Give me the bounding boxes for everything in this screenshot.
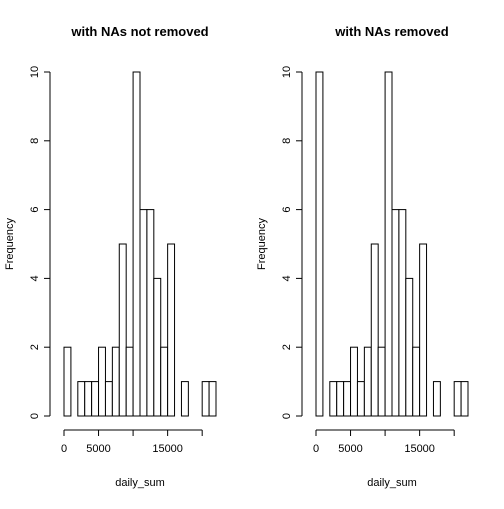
histogram-bar xyxy=(201,381,210,417)
x-axis: 0 5000 15000 xyxy=(313,429,455,455)
y-tick-label: 10 xyxy=(29,66,41,78)
histogram-bar xyxy=(432,381,441,417)
histogram-bar xyxy=(125,346,134,417)
histogram-bar xyxy=(139,209,148,417)
x-axis: 0 5000 15000 xyxy=(61,429,203,455)
histogram-bar xyxy=(98,346,106,417)
y-tick-label: 6 xyxy=(29,207,41,213)
histogram-bar xyxy=(391,209,400,417)
y-tick-label: 0 xyxy=(29,413,41,419)
histogram-bar xyxy=(350,346,358,417)
histogram-bar xyxy=(356,381,365,417)
histogram-bar xyxy=(460,381,469,417)
y-tick-label: 8 xyxy=(29,138,41,144)
histogram-bar xyxy=(180,381,189,417)
histogram-bar xyxy=(63,346,72,417)
x-tick-label: 15000 xyxy=(404,443,435,455)
histogram-panel-right: with NAs removed daily_sum Frequency 0 50… xyxy=(256,24,469,489)
histogram-bar xyxy=(146,209,155,417)
histogram-bar xyxy=(104,381,113,417)
histogram-bar xyxy=(315,71,324,417)
x-tick-label: 15000 xyxy=(152,443,183,455)
y-tick-label: 6 xyxy=(281,207,293,213)
y-tick-label: 2 xyxy=(29,344,41,350)
y-axis: 0 2 4 6 8 10 xyxy=(29,66,51,419)
x-tick-label: 0 xyxy=(61,443,67,455)
y-tick-label: 4 xyxy=(29,275,41,281)
histogram-bar xyxy=(412,346,421,417)
histogram-bar xyxy=(370,243,379,417)
histogram-bar xyxy=(153,277,162,417)
y-axis-label: Frequency xyxy=(256,218,268,270)
histogram-bar xyxy=(363,346,372,417)
histogram-bar xyxy=(405,277,414,417)
histogram-bar xyxy=(77,381,86,417)
chart-title: with NAs removed xyxy=(334,24,448,39)
histogram-bar xyxy=(384,71,393,417)
y-axis: 0 2 4 6 8 10 xyxy=(281,66,303,419)
histogram-bar xyxy=(419,243,428,417)
x-tick-label: 0 xyxy=(313,443,319,455)
y-axis-label: Frequency xyxy=(4,218,16,270)
histogram-bar xyxy=(398,209,407,417)
y-tick-label: 4 xyxy=(281,275,293,281)
y-tick-label: 0 xyxy=(281,413,293,419)
histogram-bar xyxy=(329,381,338,417)
histogram-bar xyxy=(84,381,93,417)
y-tick-label: 8 xyxy=(281,138,293,144)
histogram-bar xyxy=(343,381,352,417)
histogram-bar xyxy=(132,71,141,417)
x-axis-label: daily_sum xyxy=(115,477,165,489)
histogram-bar xyxy=(160,346,169,417)
histogram-panel-left: with NAs not removed daily_sum Frequency… xyxy=(4,24,217,489)
histogram-bar xyxy=(118,243,127,417)
histogram-bar xyxy=(208,381,217,417)
histogram-bar xyxy=(377,346,386,417)
bars xyxy=(63,71,217,417)
chart-title: with NAs not removed xyxy=(70,24,208,39)
x-axis-label: daily_sum xyxy=(367,477,417,489)
histogram-bar xyxy=(336,381,345,417)
histogram-bar xyxy=(167,243,176,417)
y-tick-label: 10 xyxy=(281,66,293,78)
histogram-bar xyxy=(111,346,120,417)
x-tick-label: 5000 xyxy=(86,443,110,455)
y-tick-label: 2 xyxy=(281,344,293,350)
x-tick-label: 5000 xyxy=(338,443,362,455)
bars xyxy=(315,71,469,417)
histogram-bar xyxy=(91,381,100,417)
histogram-bar xyxy=(453,381,462,417)
